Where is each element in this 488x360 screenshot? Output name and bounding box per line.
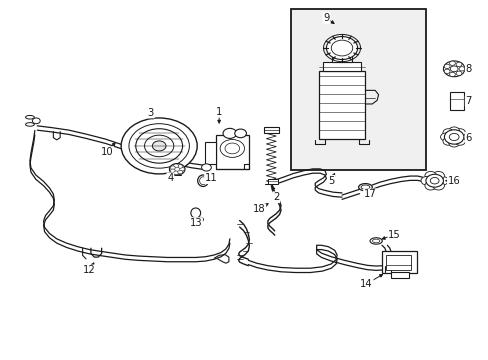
Circle shape <box>443 64 449 68</box>
Circle shape <box>220 139 244 157</box>
Bar <box>216 135 249 169</box>
Bar <box>267 179 277 184</box>
Ellipse shape <box>197 175 208 186</box>
Text: 13: 13 <box>189 218 202 228</box>
Circle shape <box>197 217 203 222</box>
Circle shape <box>129 124 189 168</box>
Circle shape <box>223 129 236 138</box>
Text: 15: 15 <box>387 230 400 239</box>
Ellipse shape <box>25 123 34 126</box>
Circle shape <box>170 169 175 172</box>
Circle shape <box>420 176 432 185</box>
Text: 2: 2 <box>272 192 279 202</box>
Circle shape <box>458 67 464 71</box>
Circle shape <box>32 118 40 124</box>
Text: 4: 4 <box>167 173 173 183</box>
Text: 16: 16 <box>447 176 460 186</box>
Text: 7: 7 <box>465 96 471 106</box>
Text: 6: 6 <box>465 133 471 143</box>
Circle shape <box>170 166 175 170</box>
Circle shape <box>444 130 463 144</box>
Circle shape <box>455 71 461 76</box>
Circle shape <box>443 61 464 77</box>
Bar <box>331 56 351 62</box>
Circle shape <box>152 141 165 151</box>
Circle shape <box>443 69 449 73</box>
Circle shape <box>436 176 447 185</box>
Ellipse shape <box>358 184 371 191</box>
Text: 17: 17 <box>363 189 376 199</box>
Bar <box>381 251 416 273</box>
Ellipse shape <box>360 185 369 189</box>
Bar <box>323 62 360 71</box>
Text: 8: 8 <box>465 64 471 74</box>
Circle shape <box>442 137 453 145</box>
Circle shape <box>432 181 444 190</box>
Bar <box>291 9 425 170</box>
Circle shape <box>136 129 182 163</box>
Circle shape <box>201 164 211 171</box>
Circle shape <box>448 134 458 140</box>
Text: 14: 14 <box>359 279 372 289</box>
Ellipse shape <box>369 238 382 244</box>
Text: 9: 9 <box>323 13 329 23</box>
Circle shape <box>330 40 352 56</box>
Circle shape <box>448 127 459 135</box>
Circle shape <box>173 171 178 175</box>
Circle shape <box>449 66 457 72</box>
Bar <box>263 127 279 134</box>
Circle shape <box>448 72 454 77</box>
Circle shape <box>326 37 357 59</box>
Circle shape <box>121 118 197 174</box>
Circle shape <box>178 170 183 174</box>
Ellipse shape <box>25 116 34 119</box>
Circle shape <box>234 129 246 138</box>
Circle shape <box>455 62 461 67</box>
Bar <box>318 71 365 139</box>
Ellipse shape <box>199 177 206 185</box>
Bar <box>449 92 463 110</box>
Bar <box>205 142 216 163</box>
Bar <box>390 272 408 278</box>
Circle shape <box>448 61 454 66</box>
Text: 11: 11 <box>204 173 217 183</box>
Circle shape <box>432 171 444 180</box>
Text: 5: 5 <box>327 176 334 186</box>
Ellipse shape <box>372 239 379 243</box>
Bar <box>385 255 410 270</box>
Circle shape <box>429 177 438 184</box>
Circle shape <box>425 174 443 187</box>
Circle shape <box>178 165 183 168</box>
Circle shape <box>440 133 450 141</box>
Text: 10: 10 <box>101 147 113 157</box>
Circle shape <box>424 181 436 190</box>
Circle shape <box>424 171 436 180</box>
Circle shape <box>454 137 465 145</box>
Text: 18: 18 <box>252 204 265 215</box>
Circle shape <box>224 143 239 154</box>
Circle shape <box>169 163 184 175</box>
Circle shape <box>173 164 178 167</box>
Text: 12: 12 <box>83 265 96 275</box>
Text: 3: 3 <box>147 108 154 118</box>
Circle shape <box>454 129 465 136</box>
Text: 1: 1 <box>216 107 222 117</box>
Circle shape <box>456 133 467 141</box>
Circle shape <box>442 129 453 136</box>
Ellipse shape <box>190 208 200 218</box>
Circle shape <box>144 135 173 157</box>
Circle shape <box>448 139 459 147</box>
Circle shape <box>179 167 184 171</box>
